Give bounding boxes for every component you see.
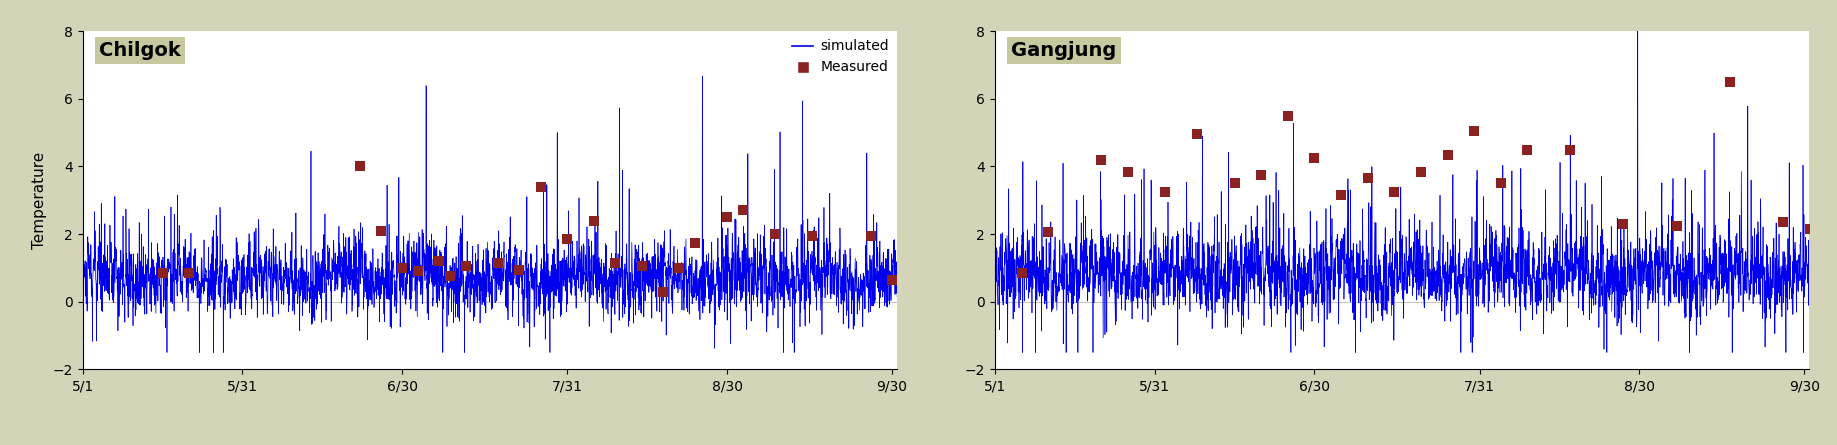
- Point: [601, 259, 630, 267]
- Point: [1150, 188, 1179, 195]
- Point: [1609, 220, 1639, 227]
- Point: [1007, 269, 1036, 276]
- Point: [713, 214, 742, 221]
- Point: [1354, 175, 1383, 182]
- Point: [1380, 188, 1409, 195]
- Point: [1716, 78, 1745, 85]
- Point: [1016, 276, 1045, 283]
- Point: [1273, 112, 1302, 119]
- Point: [1091, 220, 1121, 227]
- Point: [985, 281, 1014, 288]
- Point: [505, 266, 535, 273]
- Point: [404, 268, 434, 275]
- Point: [553, 235, 582, 243]
- Y-axis label: Temperature: Temperature: [31, 152, 48, 249]
- Point: [388, 264, 417, 271]
- Point: [878, 276, 907, 283]
- Point: [1407, 168, 1437, 175]
- Point: [909, 276, 939, 283]
- Point: [1459, 127, 1488, 134]
- Point: [1183, 131, 1212, 138]
- Point: [1088, 156, 1117, 163]
- Point: [1053, 279, 1082, 287]
- Point: [952, 259, 981, 267]
- Point: [727, 207, 757, 214]
- Point: [680, 239, 709, 246]
- Point: [761, 231, 790, 238]
- Point: [1247, 171, 1277, 178]
- Point: [1207, 268, 1236, 275]
- Point: [1220, 180, 1249, 187]
- Point: [1486, 180, 1516, 187]
- Point: [483, 259, 513, 267]
- Point: [1245, 293, 1275, 300]
- Point: [147, 269, 176, 276]
- Point: [579, 217, 608, 224]
- Point: [1113, 168, 1143, 175]
- Text: Gangjung: Gangjung: [1010, 41, 1117, 60]
- Point: [366, 227, 395, 234]
- Text: Chilgok: Chilgok: [99, 41, 180, 60]
- Point: [1433, 151, 1462, 158]
- Legend: simulated, Measured: simulated, Measured: [786, 34, 895, 80]
- Point: [931, 288, 961, 295]
- Point: [1301, 154, 1330, 162]
- Point: [1556, 146, 1585, 153]
- Point: [435, 273, 465, 280]
- Point: [797, 232, 827, 239]
- Point: [1034, 229, 1064, 236]
- Point: [424, 258, 454, 265]
- Point: [1512, 146, 1541, 153]
- Point: [1769, 218, 1798, 226]
- Point: [1662, 222, 1692, 229]
- Point: [525, 183, 555, 190]
- Point: [626, 263, 656, 270]
- Point: [665, 264, 694, 271]
- Point: [1122, 279, 1152, 287]
- Point: [1165, 243, 1194, 250]
- Point: [856, 232, 885, 239]
- Point: [452, 263, 481, 270]
- Point: [175, 269, 204, 276]
- Point: [893, 263, 922, 270]
- Point: [1326, 192, 1356, 199]
- Point: [1822, 247, 1837, 255]
- Point: [345, 163, 375, 170]
- Point: [1282, 293, 1312, 300]
- Point: [648, 288, 678, 295]
- Point: [1795, 226, 1824, 233]
